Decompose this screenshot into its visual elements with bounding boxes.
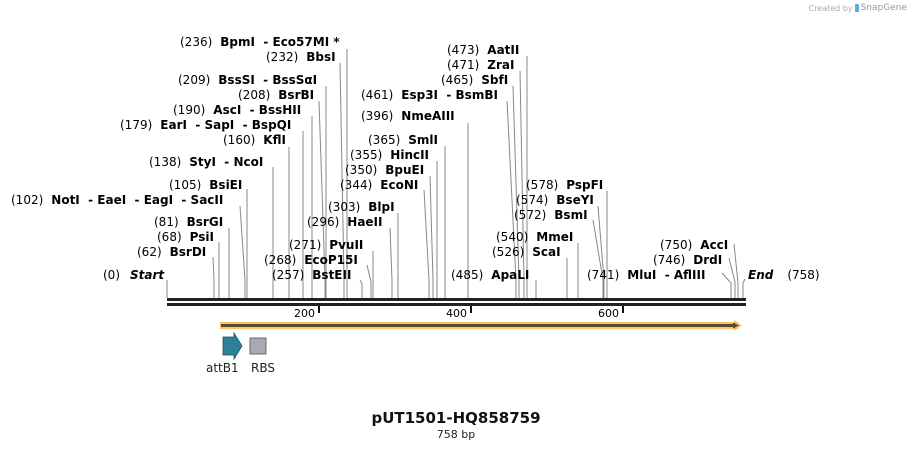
box-feature-icon — [249, 337, 267, 355]
svg-text:(138)StyI - NcoI: (138) StyI - NcoI — [149, 155, 263, 169]
svg-text:attB1: attB1 — [206, 361, 239, 375]
sequence-backbone — [167, 298, 746, 306]
svg-text:(574)BseYI: (574) BseYI — [516, 193, 594, 207]
svg-text:(350)BpuEI: (350) BpuEI — [345, 163, 424, 177]
svg-text:(208)BsrBI: (208) BsrBI — [238, 88, 314, 102]
svg-text:(271)PvuII: (271) PvuII — [289, 238, 363, 252]
axis-ticks: 200 400 600 — [294, 306, 624, 320]
svg-text:(746)DrdI: (746) DrdI — [653, 253, 722, 267]
svg-text:(68)PsiI: (68) PsiI — [157, 230, 214, 244]
svg-text:(578)PspFI: (578) PspFI — [526, 178, 603, 192]
svg-text:200: 200 — [294, 307, 315, 320]
feature-rbs[interactable]: RBS — [249, 337, 275, 375]
svg-text:(365)SmlI: (365) SmlI — [368, 133, 438, 147]
svg-text:(257)BstEII: (257) BstEII — [272, 268, 351, 282]
snapgene-credit: Created by SnapGene — [809, 3, 907, 13]
svg-text:(179)EarI - SapI - BspQI: (179) EarI - SapI - BspQI — [120, 118, 291, 132]
svg-text:(540)MmeI: (540) MmeI — [496, 230, 573, 244]
snapgene-logo-icon — [854, 4, 859, 12]
svg-text:(209)BssSI - BssSαI: (209) BssSI - BssSαI — [178, 73, 317, 87]
svg-text:(105)BsiEI: (105) BsiEI — [169, 178, 242, 192]
svg-text:(741)MluI - AflIII: (741) MluI - AflIII — [587, 268, 705, 282]
svg-text:(526)ScaI: (526) ScaI — [492, 245, 561, 259]
svg-text:(236)BpmI - Eco57MI *: (236) BpmI - Eco57MI * — [180, 35, 340, 49]
site-connector-lines — [166, 49, 746, 298]
orf-arrow[interactable] — [220, 320, 742, 331]
svg-text:(62)BsrDI: (62) BsrDI — [137, 245, 206, 259]
svg-text:(190)AscI - BssHII: (190) AscI - BssHII — [173, 103, 301, 117]
credit-brand: SnapGene — [860, 3, 907, 13]
feature-attb1[interactable]: attB1 — [206, 331, 243, 375]
svg-text:(344)EcoNI: (344) EcoNI — [340, 178, 418, 192]
svg-text:(355)HincII: (355) HincII — [350, 148, 429, 162]
svg-text:(232)BbsI: (232) BbsI — [266, 50, 336, 64]
svg-text:End(758): End (758) — [748, 268, 820, 282]
svg-text:(81)BsrGI: (81) BsrGI — [154, 215, 223, 229]
svg-text:(485)ApaLI: (485) ApaLI — [451, 268, 529, 282]
plasmid-length: 758 bp — [437, 428, 475, 441]
svg-text:400: 400 — [446, 307, 467, 320]
svg-text:600: 600 — [598, 307, 619, 320]
svg-text:(102)NotI - EaeI - EagI - S: (102) NotI - EaeI - EagI - SacII — [11, 193, 223, 207]
svg-text:(750)AccI: (750) AccI — [660, 238, 728, 252]
svg-text:(572)BsmI: (572) BsmI — [514, 208, 588, 222]
svg-text:(296)HaeII: (296) HaeII — [307, 215, 383, 229]
svg-text:(461)Esp3I - BsmBI: (461) Esp3I - BsmBI — [361, 88, 498, 102]
plasmid-name: pUT1501-HQ858759 — [371, 409, 540, 427]
svg-text:(473)AatII: (473) AatII — [447, 43, 519, 57]
svg-text:(396)NmeAIII: (396) NmeAIII — [361, 109, 455, 123]
svg-text:(268)EcoP15I: (268) EcoP15I — [264, 253, 358, 267]
svg-text:(303)BlpI: (303) BlpI — [328, 200, 395, 214]
svg-text:(465)SbfI: (465) SbfI — [441, 73, 508, 87]
credit-prefix: Created by — [808, 3, 853, 13]
arrow-feature-icon — [222, 331, 243, 361]
svg-text:RBS: RBS — [251, 361, 275, 375]
svg-text:(0)Start: (0) Start — [103, 268, 165, 282]
svg-text:(160)KflI: (160) KflI — [223, 133, 286, 147]
site-labels: (0) Start (62) BsrDI (68) PsiI (81) BsrGI (1… — [11, 35, 820, 282]
svg-text:(471)ZraI: (471) ZraI — [447, 58, 514, 72]
